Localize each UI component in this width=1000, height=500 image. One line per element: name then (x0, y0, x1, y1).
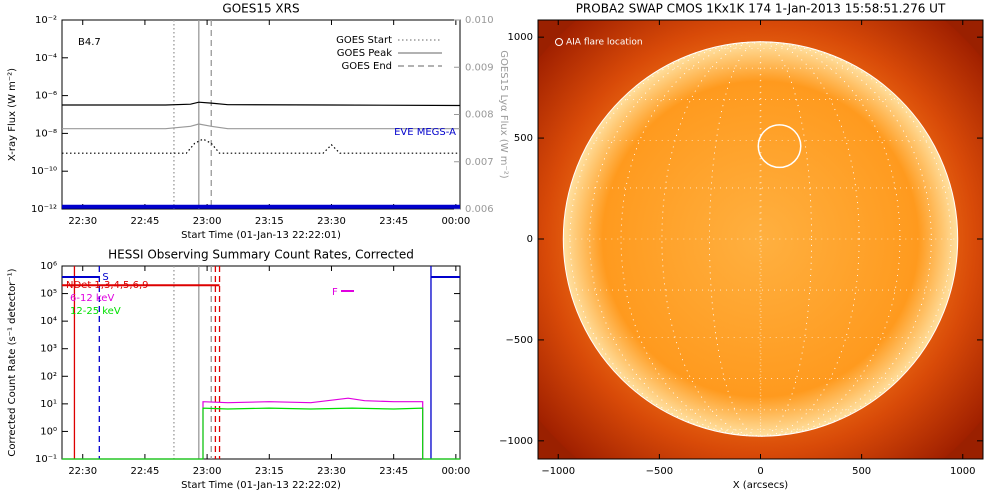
plot-frame (61, 19, 461, 210)
x-tick-label: 23:45 (379, 216, 408, 227)
y-tick-label: 10⁻⁴ (35, 53, 57, 64)
x-axis-label: Start Time (01-Jan-13 22:22:01) (181, 230, 341, 241)
y2-axis-label: GOES15 Lyα Flux (W m⁻²) (498, 50, 509, 178)
x-axis-label: Start Time (01-Jan-13 22:22:02) (181, 480, 341, 491)
y-tick-label: 10⁻¹⁰ (31, 166, 57, 177)
y-axis-label: X-ray Flux (W m⁻²) (7, 68, 18, 161)
legend-label: GOES Start (336, 35, 392, 46)
y-tick-label: 0 (527, 234, 533, 245)
longitude-line (569, 41, 952, 437)
x-tick-label: 22:45 (131, 466, 160, 477)
y-tick-label: 10⁻⁸ (35, 128, 57, 139)
x-axis-label: X (arcsecs) (733, 480, 789, 491)
y2-tick-label: 0.007 (465, 157, 494, 168)
y-tick-label: −500 (506, 335, 533, 346)
solar-image (538, 20, 983, 459)
series-label: 6-12 keV (70, 293, 114, 304)
y-tick-label: 10⁶ (40, 261, 57, 272)
series-line (62, 123, 460, 130)
y-tick-label: 10⁻⁶ (35, 91, 57, 102)
chart-title: GOES15 XRS (222, 2, 299, 16)
x-tick-label: 23:00 (193, 466, 222, 477)
y-tick-label: 10⁵ (40, 289, 57, 300)
series-label: 12-25 keV (70, 306, 121, 317)
x-tick-label: 23:30 (317, 466, 346, 477)
x-tick-label: 500 (852, 466, 871, 477)
y-axis-label: Corrected Count Rate (s⁻¹ detector⁻¹) (7, 268, 18, 456)
flare-location (757, 124, 802, 169)
y-tick-label: 10⁻¹ (35, 454, 57, 465)
x-tick-label: −1000 (541, 466, 575, 477)
y-tick-label: 1000 (508, 32, 533, 43)
longitude-line (589, 41, 932, 437)
legend-label: GOES End (342, 61, 392, 72)
x-tick-label: 00:00 (441, 466, 470, 477)
annotation: B4.7 (78, 37, 101, 48)
y2-tick-label: 0.010 (465, 15, 494, 26)
series-line (62, 407, 460, 460)
y-tick-label: 10⁰ (40, 426, 57, 437)
y-tick-label: 10³ (40, 344, 57, 355)
sun-disk (562, 41, 959, 437)
x-tick-label: 0 (757, 466, 763, 477)
longitude-line (661, 41, 860, 437)
x-tick-label: 23:15 (255, 216, 284, 227)
y-tick-label: −1000 (499, 436, 533, 447)
series-label: EVE MEGS-A (394, 127, 456, 138)
x-tick-label: 22:30 (68, 466, 97, 477)
y-tick-label: 10⁻² (35, 15, 57, 26)
y2-tick-label: 0.006 (465, 204, 494, 215)
x-tick-label: 22:30 (68, 216, 97, 227)
annotation: S (102, 272, 108, 283)
chart-title: HESSI Observing Summary Count Rates, Cor… (108, 248, 414, 262)
y-tick-label: 10⁻¹² (31, 204, 57, 215)
x-tick-label: −500 (646, 466, 673, 477)
y-tick-label: 10¹ (40, 399, 57, 410)
x-tick-label: 22:45 (131, 216, 160, 227)
plot-frame (61, 265, 461, 460)
longitude-line (620, 41, 901, 437)
legend-label: GOES Peak (337, 48, 392, 59)
series-label: NDet 1,3,4,5,6,9 (66, 280, 149, 291)
series-line (62, 101, 461, 107)
y2-tick-label: 0.009 (465, 62, 494, 73)
x-tick-label: 1000 (950, 466, 975, 477)
longitude-line (759, 41, 762, 437)
y2-tick-label: 0.008 (465, 110, 494, 121)
x-tick-label: 23:00 (193, 216, 222, 227)
chart-title: PROBA2 SWAP CMOS 1Kx1K 174 1-Jan-2013 15… (576, 2, 946, 16)
annotation-icon (555, 38, 563, 46)
x-tick-label: 23:45 (379, 466, 408, 477)
y-tick-label: 500 (514, 133, 533, 144)
x-tick-label: 23:30 (317, 216, 346, 227)
x-tick-label: 23:15 (255, 466, 284, 477)
annotation: AIA flare location (566, 38, 643, 48)
x-tick-label: 00:00 (441, 216, 470, 227)
y-tick-label: 10⁴ (40, 316, 57, 327)
annotation: F (332, 287, 338, 298)
y-tick-label: 10² (40, 371, 57, 382)
